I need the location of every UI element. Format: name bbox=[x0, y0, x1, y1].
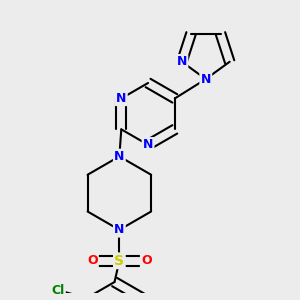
Text: N: N bbox=[177, 55, 187, 68]
Text: N: N bbox=[116, 92, 127, 105]
Text: O: O bbox=[87, 254, 98, 267]
Text: N: N bbox=[201, 73, 211, 85]
Text: Cl: Cl bbox=[51, 284, 64, 297]
Text: N: N bbox=[143, 138, 153, 151]
Text: N: N bbox=[114, 150, 124, 163]
Text: O: O bbox=[141, 254, 152, 267]
Text: S: S bbox=[114, 254, 124, 268]
Text: N: N bbox=[114, 223, 124, 236]
